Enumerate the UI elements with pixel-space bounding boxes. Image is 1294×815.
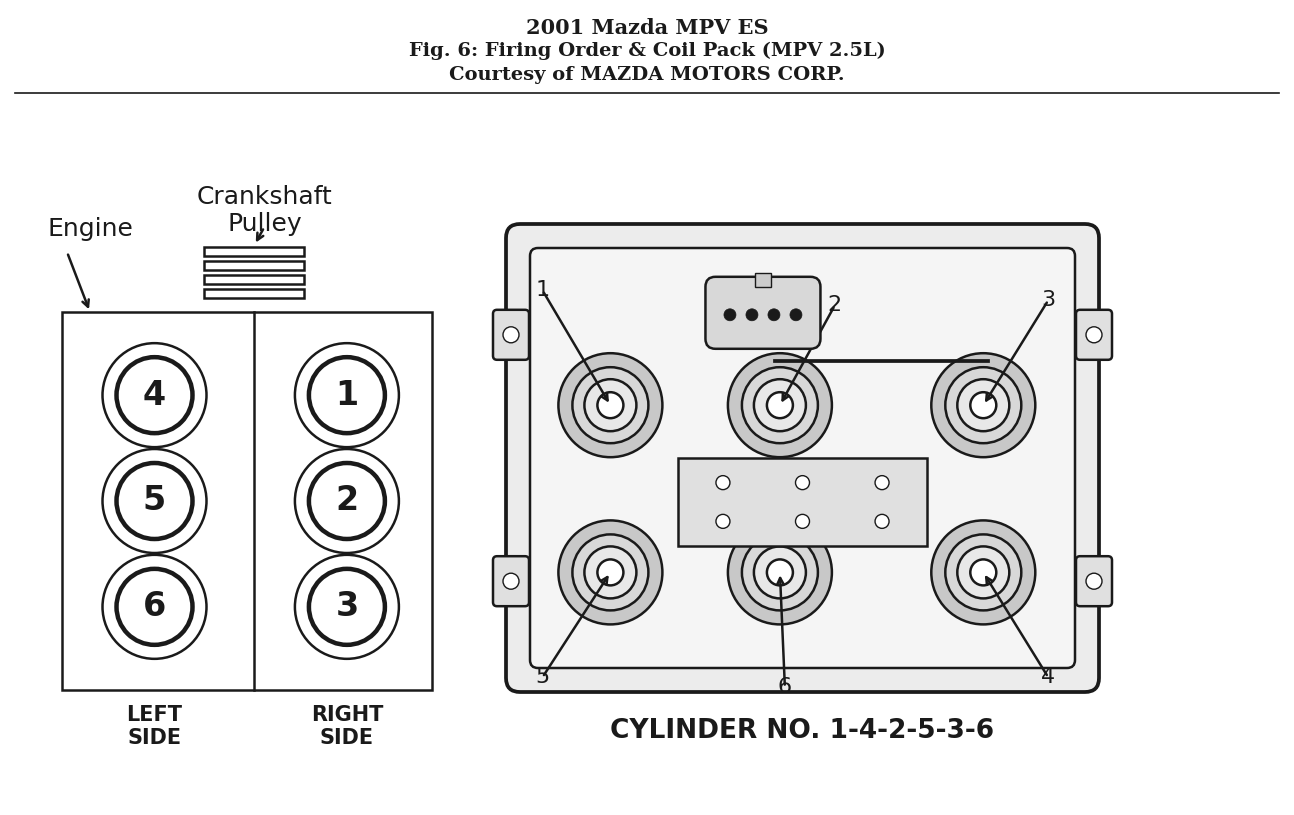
Text: 6: 6 <box>778 677 792 698</box>
Circle shape <box>503 573 519 589</box>
Bar <box>204 275 304 284</box>
Bar <box>204 247 304 256</box>
Text: 1: 1 <box>335 379 358 412</box>
Circle shape <box>767 392 793 418</box>
Text: 4: 4 <box>142 379 166 412</box>
Circle shape <box>1086 327 1102 343</box>
Circle shape <box>723 309 736 321</box>
Circle shape <box>585 379 637 431</box>
Circle shape <box>585 546 637 598</box>
Bar <box>754 273 771 287</box>
Circle shape <box>729 521 832 624</box>
Circle shape <box>875 514 889 528</box>
Text: 2: 2 <box>828 295 842 315</box>
FancyBboxPatch shape <box>493 310 529 359</box>
Text: LEFT: LEFT <box>127 705 182 725</box>
Text: RIGHT: RIGHT <box>311 705 383 725</box>
Text: Fig. 6: Firing Order & Coil Pack (MPV 2.5L): Fig. 6: Firing Order & Coil Pack (MPV 2.… <box>409 42 885 60</box>
Circle shape <box>796 476 810 490</box>
Text: Crankshaft: Crankshaft <box>197 185 333 209</box>
Text: 2: 2 <box>335 484 358 518</box>
Circle shape <box>958 379 1009 431</box>
FancyBboxPatch shape <box>1077 310 1112 359</box>
Text: 3: 3 <box>335 590 358 623</box>
Circle shape <box>946 368 1021 443</box>
Circle shape <box>754 379 806 431</box>
Text: Courtesy of MAZDA MOTORS CORP.: Courtesy of MAZDA MOTORS CORP. <box>449 66 845 84</box>
Text: SIDE: SIDE <box>127 728 181 748</box>
Circle shape <box>598 559 624 585</box>
Circle shape <box>309 463 384 539</box>
Circle shape <box>789 309 802 321</box>
Circle shape <box>295 555 399 659</box>
FancyBboxPatch shape <box>506 224 1099 692</box>
Circle shape <box>970 559 996 585</box>
Circle shape <box>295 343 399 447</box>
Circle shape <box>767 559 793 585</box>
Circle shape <box>309 357 384 433</box>
Circle shape <box>116 463 193 539</box>
Circle shape <box>932 521 1035 624</box>
Bar <box>204 289 304 298</box>
Circle shape <box>295 449 399 553</box>
Circle shape <box>559 521 663 624</box>
Text: SIDE: SIDE <box>320 728 374 748</box>
Text: CYLINDER NO. 1-4-2-5-3-6: CYLINDER NO. 1-4-2-5-3-6 <box>611 718 995 744</box>
Bar <box>62 312 432 690</box>
Circle shape <box>796 514 810 528</box>
Circle shape <box>559 353 663 457</box>
Circle shape <box>102 449 207 553</box>
Text: 3: 3 <box>1042 290 1056 311</box>
Circle shape <box>754 546 806 598</box>
Circle shape <box>102 555 207 659</box>
Text: 5: 5 <box>536 667 550 687</box>
FancyBboxPatch shape <box>531 248 1075 668</box>
Text: 1: 1 <box>536 280 550 300</box>
Bar <box>678 458 927 546</box>
Text: 5: 5 <box>142 484 166 518</box>
Text: 2001 Mazda MPV ES: 2001 Mazda MPV ES <box>525 18 769 38</box>
Circle shape <box>572 368 648 443</box>
Circle shape <box>102 343 207 447</box>
Text: Engine: Engine <box>47 217 133 241</box>
Bar <box>204 261 304 270</box>
Circle shape <box>745 309 758 321</box>
Text: 4: 4 <box>1042 667 1056 687</box>
FancyBboxPatch shape <box>1077 556 1112 606</box>
Circle shape <box>946 535 1021 610</box>
FancyBboxPatch shape <box>493 556 529 606</box>
Circle shape <box>958 546 1009 598</box>
Circle shape <box>741 535 818 610</box>
Circle shape <box>116 357 193 433</box>
Text: 6: 6 <box>142 590 166 623</box>
Text: Pulley: Pulley <box>226 212 302 236</box>
Circle shape <box>767 309 780 321</box>
Circle shape <box>716 514 730 528</box>
Circle shape <box>572 535 648 610</box>
Circle shape <box>598 392 624 418</box>
Circle shape <box>309 569 384 645</box>
Circle shape <box>741 368 818 443</box>
Circle shape <box>116 569 193 645</box>
FancyBboxPatch shape <box>705 277 820 349</box>
Circle shape <box>970 392 996 418</box>
Circle shape <box>729 353 832 457</box>
Circle shape <box>875 476 889 490</box>
Circle shape <box>716 476 730 490</box>
Circle shape <box>503 327 519 343</box>
Circle shape <box>1086 573 1102 589</box>
Circle shape <box>932 353 1035 457</box>
